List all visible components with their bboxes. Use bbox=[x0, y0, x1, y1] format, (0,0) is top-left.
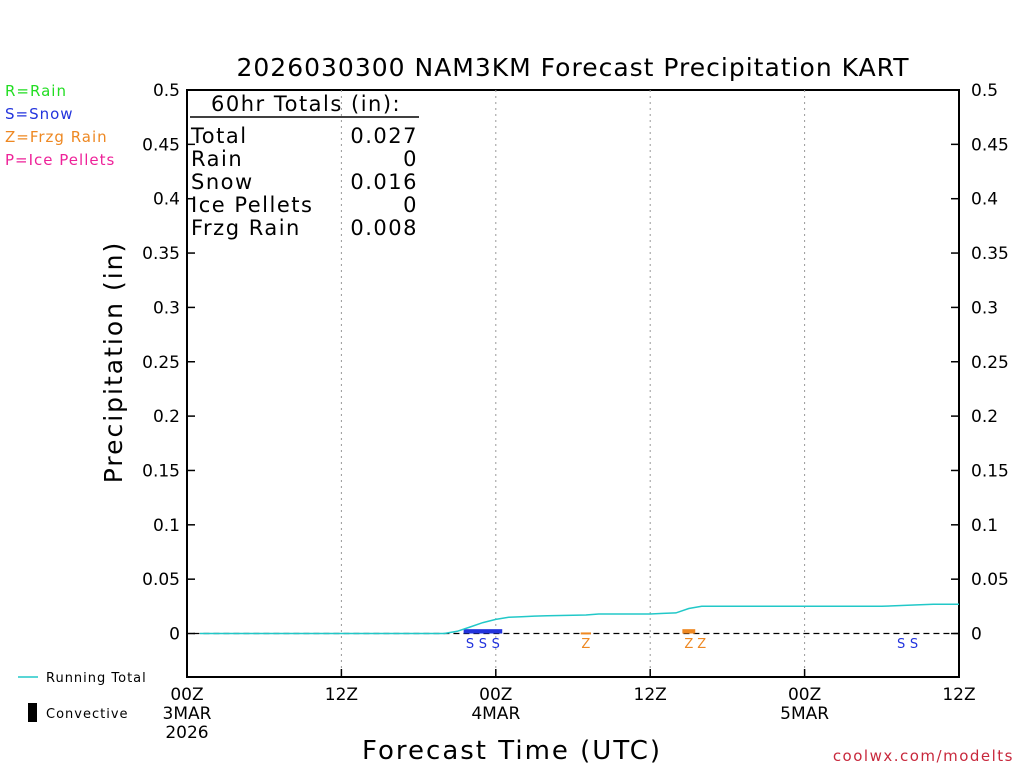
totals-box: 60hr Totals (in): Total 0.027 Rain 0 Snow 0.01… bbox=[190, 92, 419, 240]
legend-item-P: P=Ice Pellets bbox=[5, 151, 115, 169]
x-tick-label-0-2: 2026 bbox=[165, 723, 208, 743]
totals-label-4: Frzg Rain bbox=[191, 216, 301, 240]
y-axis-left: 0 0.05 0.1 0.15 0.2 0.25 0.3 0.35 0.4 0.45 0.5 bbox=[142, 81, 195, 645]
ptype-legend: R=Rain S=Snow Z=Frzg Rain P=Ice Pellets bbox=[5, 82, 115, 169]
ptype-marker-3: Z bbox=[581, 637, 590, 652]
x-tick-label-2-0: 00Z bbox=[479, 685, 512, 705]
y-tick-label-right-9: 0.45 bbox=[971, 135, 1009, 155]
y-tick-label-right-0: 0 bbox=[971, 625, 982, 645]
y-tick-label-left-10: 0.5 bbox=[153, 81, 180, 101]
x-tick-label-2-1: 4MAR bbox=[471, 704, 520, 724]
y-tick-label-left-9: 0.45 bbox=[142, 135, 180, 155]
y-tick-label-left-8: 0.4 bbox=[153, 190, 180, 210]
y-tick-label-left-7: 0.35 bbox=[142, 244, 180, 264]
credit-text: coolwx.com/modelts bbox=[833, 747, 1014, 765]
totals-label-2: Snow bbox=[191, 170, 254, 194]
ptype-marker-2: S bbox=[492, 637, 500, 652]
y-axis-right: 0 0.05 0.1 0.15 0.2 0.25 0.3 0.35 0.4 0.45 0.5 bbox=[951, 81, 1009, 645]
x-tick-label-0-1: 3MAR bbox=[163, 704, 212, 724]
totals-value-2: 0.016 bbox=[350, 170, 418, 194]
totals-value-1: 0 bbox=[403, 147, 418, 171]
plot-border bbox=[186, 89, 960, 678]
convective-legend-swatch bbox=[28, 703, 37, 722]
convective-legend-label: Convective bbox=[46, 707, 129, 722]
y-tick-label-left-1: 0.05 bbox=[142, 570, 180, 590]
x-axis-label: Forecast Time (UTC) bbox=[362, 736, 662, 766]
series-legend: Running Total Convective bbox=[18, 671, 147, 722]
totals-value-3: 0 bbox=[403, 193, 418, 217]
precip-bar-1 bbox=[580, 632, 592, 635]
ptype-marker-5: Z bbox=[697, 637, 706, 652]
ptype-marker-1: S bbox=[479, 637, 487, 652]
ptype-marker-4: Z bbox=[684, 637, 693, 652]
legend-item-S: S=Snow bbox=[5, 105, 74, 123]
x-tick-label-4-0: 00Z bbox=[788, 685, 821, 705]
x-tick-label-5-0: 12Z bbox=[942, 685, 975, 705]
x-tick-label-1-0: 12Z bbox=[325, 685, 358, 705]
y-axis-label: Precipitation (in) bbox=[99, 241, 128, 484]
legend-item-Z: Z=Frzg Rain bbox=[5, 128, 108, 146]
x-tick-label-3-0: 12Z bbox=[634, 685, 667, 705]
y-tick-label-right-5: 0.25 bbox=[971, 353, 1009, 373]
ptype-marker-7: S bbox=[910, 637, 918, 652]
y-tick-label-right-2: 0.1 bbox=[971, 516, 998, 536]
totals-title: 60hr Totals (in): bbox=[211, 92, 401, 116]
totals-label-3: Ice Pellets bbox=[191, 193, 313, 217]
y-tick-label-right-7: 0.35 bbox=[971, 244, 1009, 264]
ptype-marker-6: S bbox=[897, 637, 905, 652]
legend-item-R: R=Rain bbox=[5, 82, 67, 100]
totals-label-1: Rain bbox=[191, 147, 243, 171]
chart-title: 2026030300 NAM3KM Forecast Precipitation… bbox=[236, 53, 909, 82]
y-tick-label-right-3: 0.15 bbox=[971, 461, 1009, 481]
running-total-legend-label: Running Total bbox=[46, 671, 147, 686]
gridlines bbox=[340, 90, 806, 677]
y-tick-label-right-6: 0.3 bbox=[971, 298, 998, 318]
x-tick-label-4-1: 5MAR bbox=[780, 704, 829, 724]
y-tick-label-left-5: 0.25 bbox=[142, 353, 180, 373]
totals-value-0: 0.027 bbox=[350, 124, 418, 148]
plot-area bbox=[186, 89, 960, 678]
totals-value-4: 0.008 bbox=[350, 216, 418, 240]
y-tick-label-right-10: 0.5 bbox=[971, 81, 998, 101]
y-tick-label-left-6: 0.3 bbox=[153, 298, 180, 318]
running-total-line bbox=[199, 603, 959, 635]
y-tick-label-left-4: 0.2 bbox=[153, 407, 180, 427]
totals-label-0: Total bbox=[190, 124, 248, 148]
y-tick-label-right-1: 0.05 bbox=[971, 570, 1009, 590]
y-tick-label-left-2: 0.1 bbox=[153, 516, 180, 536]
y-tick-label-left-0: 0 bbox=[169, 625, 180, 645]
y-tick-label-right-8: 0.4 bbox=[971, 190, 998, 210]
ptype-marker-0: S bbox=[466, 637, 474, 652]
precip-bar-0 bbox=[463, 629, 503, 634]
y-tick-label-right-4: 0.2 bbox=[971, 407, 998, 427]
y-tick-label-left-3: 0.15 bbox=[142, 461, 180, 481]
precip-bar-2 bbox=[682, 629, 696, 634]
x-tick-label-0-0: 00Z bbox=[170, 685, 203, 705]
